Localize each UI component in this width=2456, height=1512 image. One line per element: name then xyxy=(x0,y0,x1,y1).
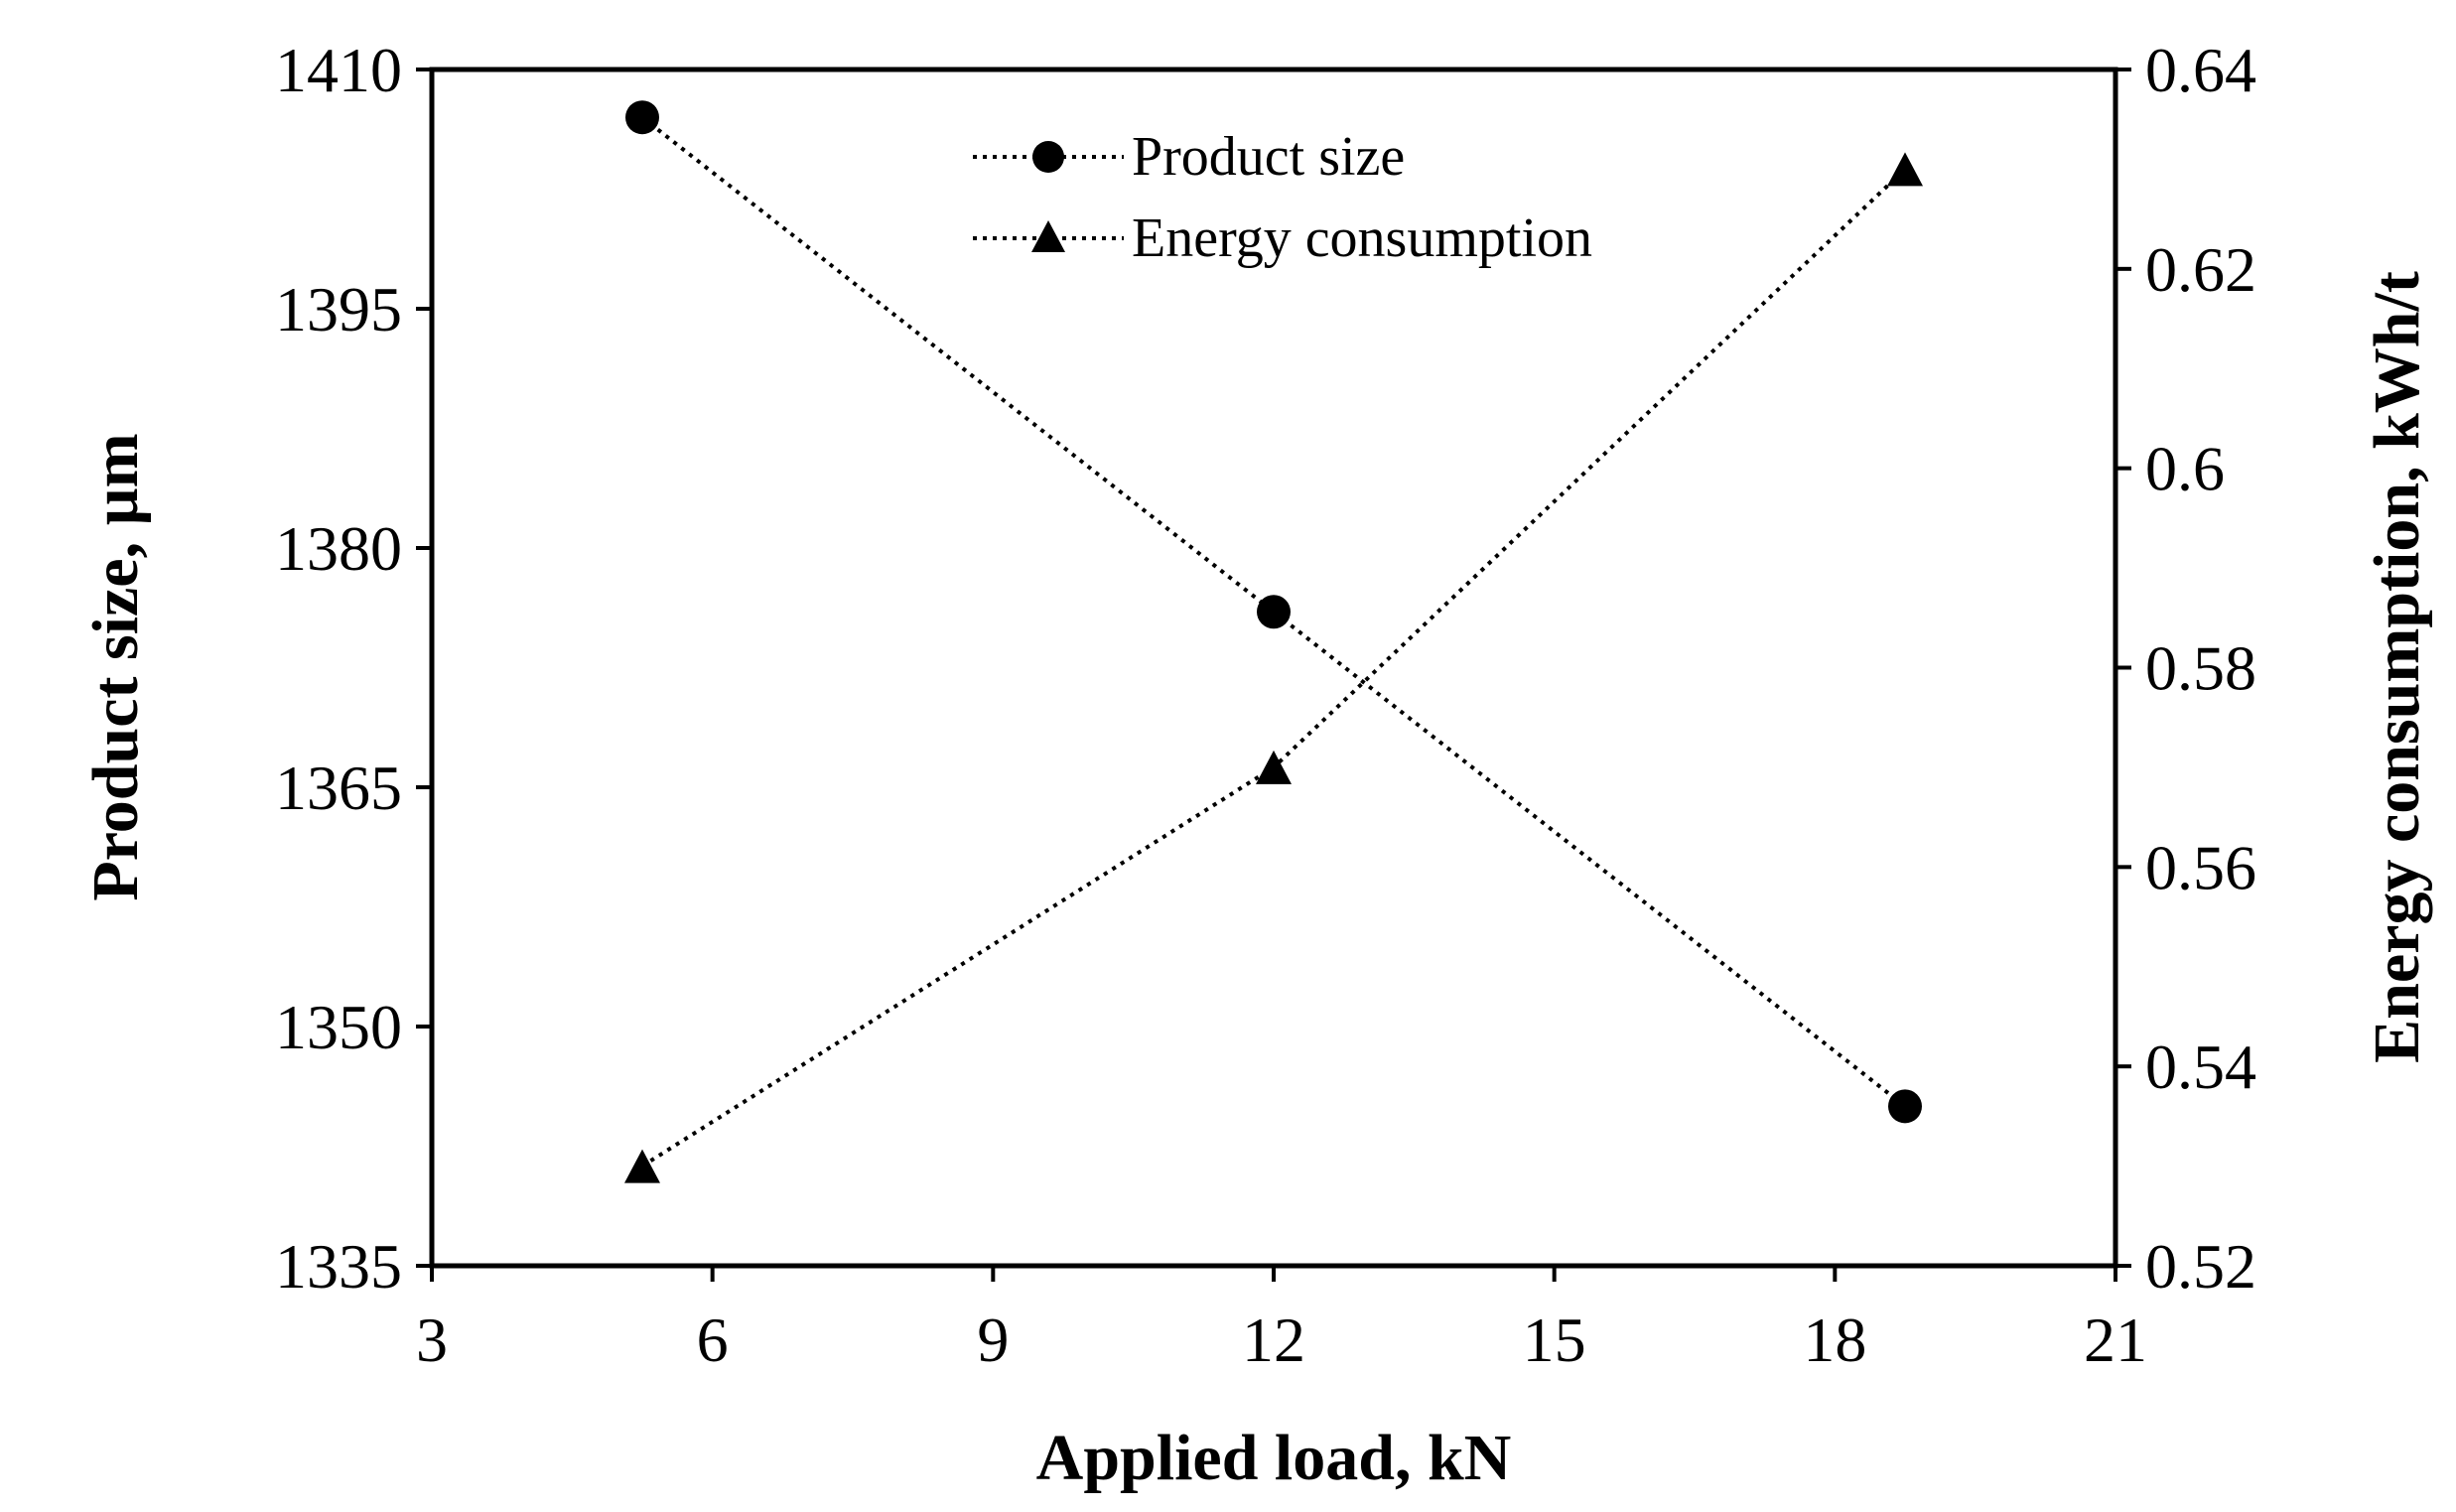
y2-tick-label: 0.62 xyxy=(2145,234,2256,305)
legend: Product size Energy consumption xyxy=(973,126,1592,269)
data-point-product-size xyxy=(625,100,659,135)
x-tick-label: 6 xyxy=(697,1305,729,1375)
legend-label-energy-consumption: Energy consumption xyxy=(1132,207,1592,269)
x-tick-label: 15 xyxy=(1523,1305,1586,1375)
data-point-product-size xyxy=(1888,1089,1922,1124)
x-tick-label: 18 xyxy=(1803,1305,1866,1375)
x-axis-title: Applied load, kN xyxy=(1036,1422,1512,1494)
legend-marker-product-size xyxy=(1032,141,1064,173)
x-axis-ticks: 3 6 9 12 15 18 21 xyxy=(416,1266,2147,1375)
y2-tick-label: 0.58 xyxy=(2145,633,2256,704)
y2-tick-label: 0.52 xyxy=(2145,1231,2256,1302)
y2-tick-label: 0.64 xyxy=(2145,35,2256,105)
y-tick-label: 1380 xyxy=(275,513,402,584)
y-tick-label: 1410 xyxy=(275,35,402,105)
y2-tick-label: 0.54 xyxy=(2145,1031,2256,1102)
y2-axis-ticks: 0.52 0.54 0.56 0.58 0.6 0.62 0.64 xyxy=(2115,35,2256,1302)
legend-label-product-size: Product size xyxy=(1132,126,1405,188)
y-tick-label: 1395 xyxy=(275,274,402,344)
y-axis-title: Product size, µm xyxy=(79,433,152,900)
y-axis-ticks: 1335 1350 1365 1380 1395 1410 xyxy=(275,35,432,1302)
series-line-energy-consumption xyxy=(640,167,1907,1168)
data-point-product-size xyxy=(1257,595,1291,629)
x-tick-label: 21 xyxy=(2084,1305,2147,1375)
x-tick-label: 12 xyxy=(1242,1305,1305,1375)
y2-tick-label: 0.6 xyxy=(2145,434,2225,504)
y2-axis-title: Energy consumption, kWh/t xyxy=(2361,271,2433,1063)
y-tick-label: 1350 xyxy=(275,992,402,1062)
x-tick-label: 3 xyxy=(416,1305,448,1375)
series-layer xyxy=(624,100,1923,1183)
data-point-energy-consumption xyxy=(1887,152,1923,187)
x-tick-label: 9 xyxy=(977,1305,1009,1375)
y-tick-label: 1365 xyxy=(275,753,402,823)
legend-marker-energy-consumption xyxy=(1031,220,1065,252)
data-point-energy-consumption xyxy=(1256,750,1292,784)
y-tick-label: 1335 xyxy=(275,1231,402,1302)
y2-tick-label: 0.56 xyxy=(2145,832,2256,902)
data-point-energy-consumption xyxy=(624,1149,660,1183)
